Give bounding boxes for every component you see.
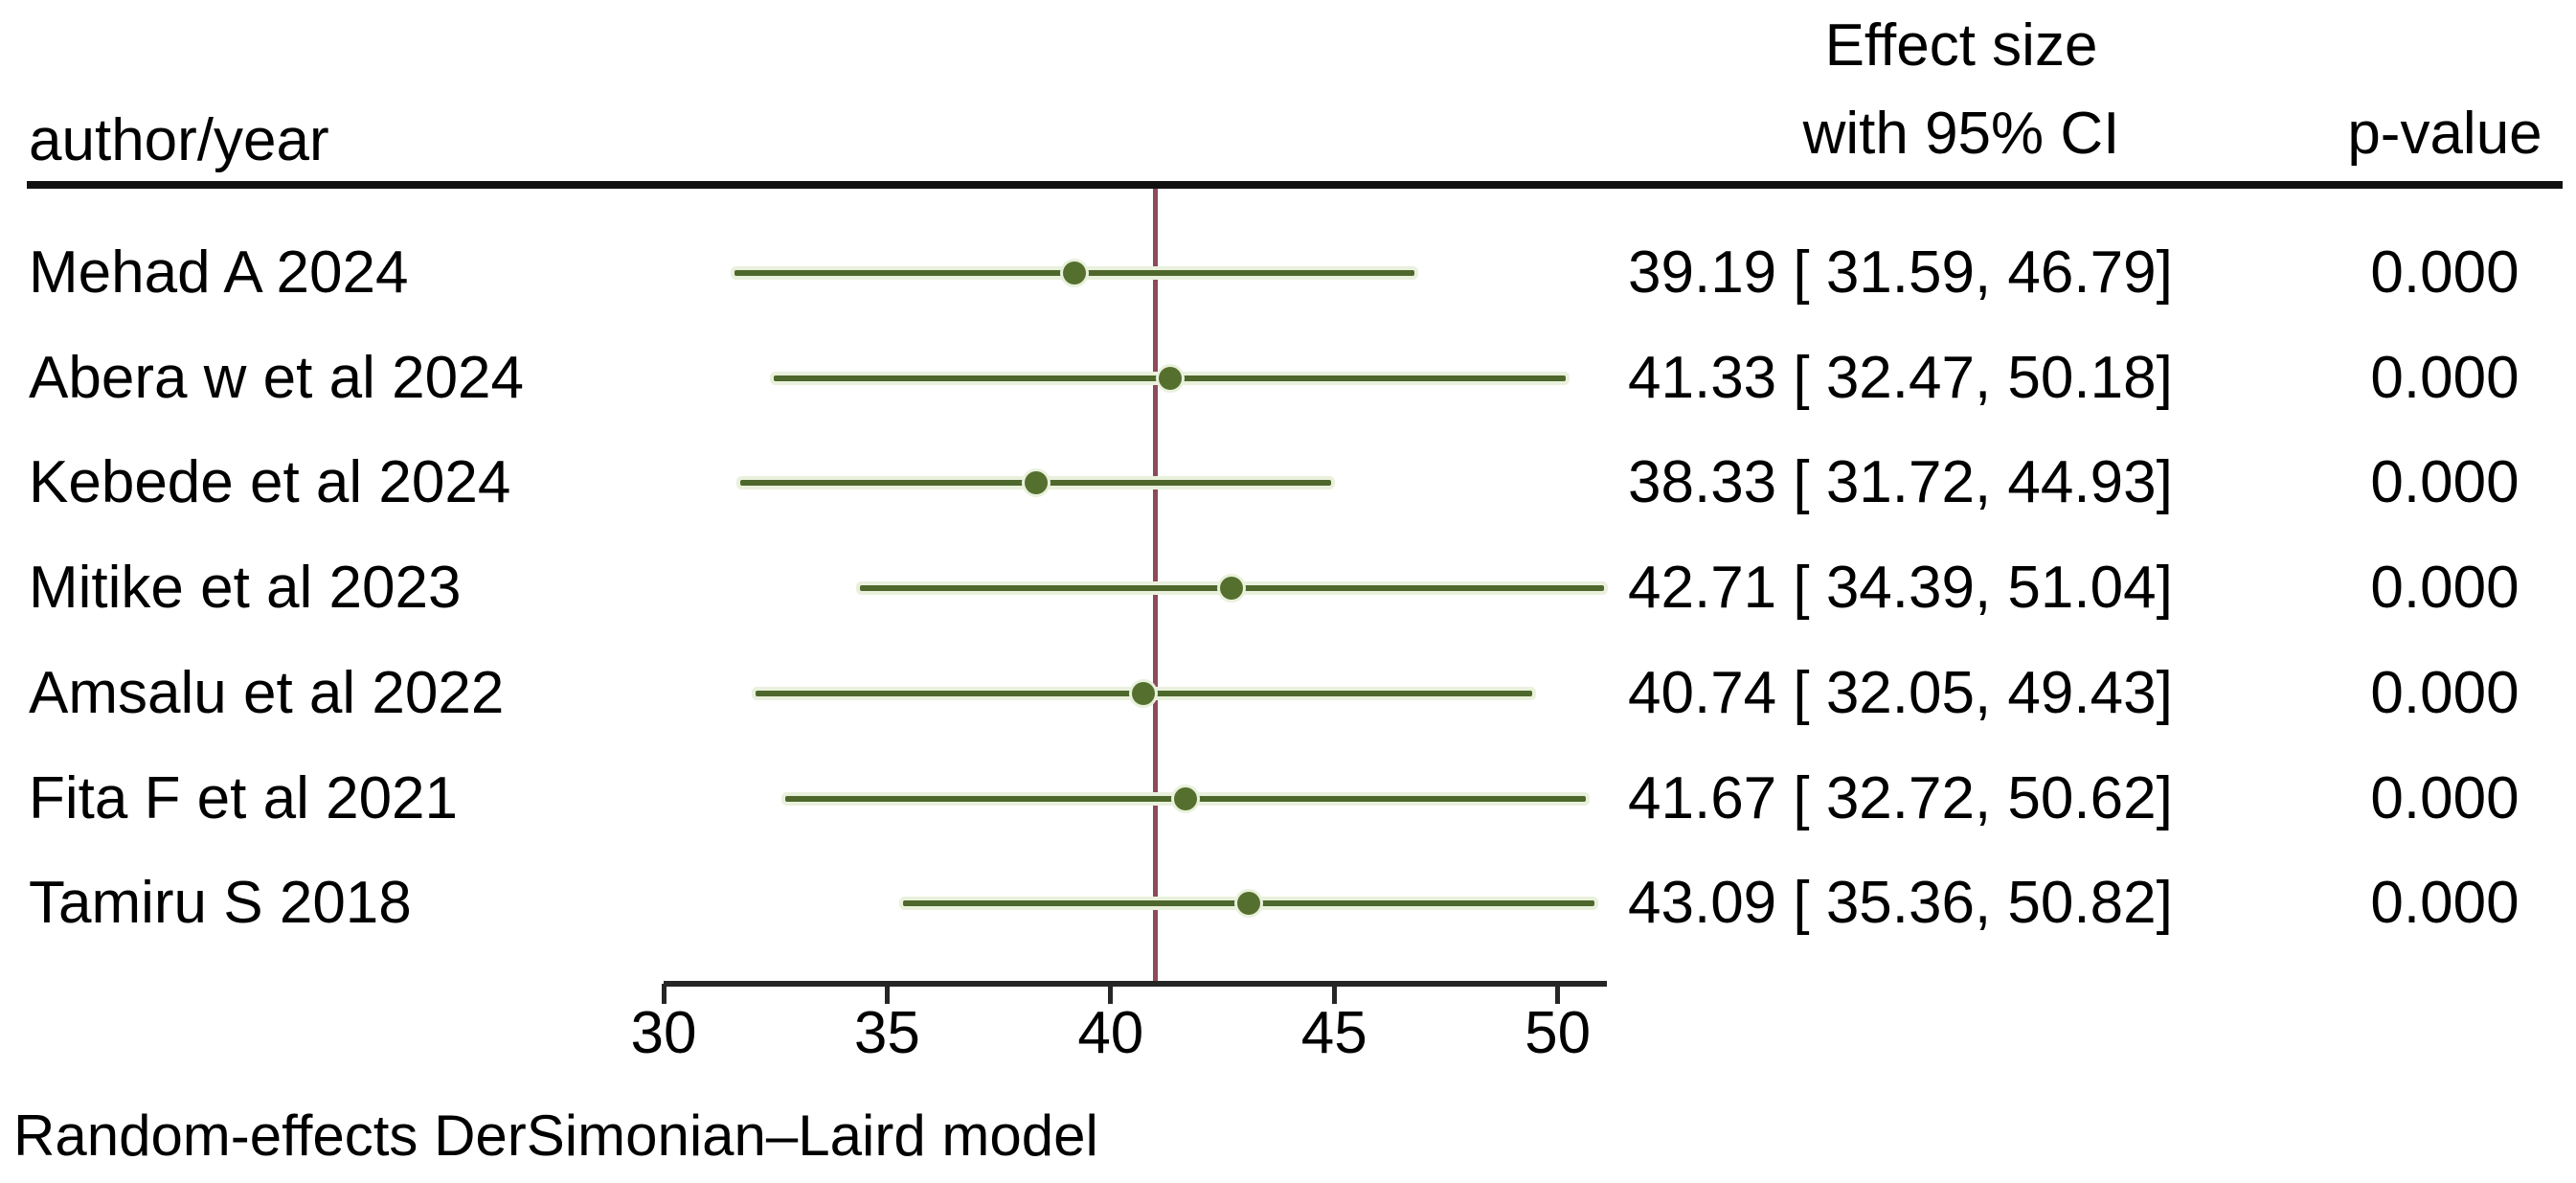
header-rule (27, 181, 2563, 189)
study-label: Amsalu et al 2022 (29, 659, 505, 726)
point-estimate-marker (1237, 892, 1261, 916)
x-axis-line (664, 981, 1607, 987)
p-value: 0.000 (2370, 555, 2520, 622)
effect-size-value: 41.33 [ 32.47, 50.18] (1628, 344, 2173, 411)
effect-size-value: 38.33 [ 31.72, 44.93] (1628, 449, 2173, 516)
study-label: Mitike et al 2023 (29, 555, 462, 622)
effect-size-value: 43.09 [ 35.36, 50.82] (1628, 870, 2173, 937)
x-axis-tick-label: 30 (630, 1000, 697, 1066)
effect-size-value: 41.67 [ 32.72, 50.62] (1628, 764, 2173, 831)
p-value: 0.000 (2370, 449, 2520, 516)
x-axis-tick-label: 40 (1077, 1000, 1144, 1066)
point-estimate-marker (1132, 681, 1156, 705)
study-label: Tamiru S 2018 (29, 870, 412, 937)
point-estimate-marker (1063, 262, 1086, 284)
study-label: Kebede et al 2024 (29, 449, 511, 516)
effect-size-value: 40.74 [ 32.05, 49.43] (1628, 659, 2173, 726)
x-axis-tick (1555, 984, 1561, 1004)
x-axis-tick-label: 35 (853, 1000, 920, 1066)
p-value: 0.000 (2370, 870, 2520, 937)
x-axis-tick (884, 984, 890, 1004)
p-value: 0.000 (2370, 344, 2520, 411)
x-axis-tick-label: 50 (1525, 1000, 1592, 1066)
p-value: 0.000 (2370, 239, 2520, 306)
column-header-effect-line2: with 95% CI (1802, 101, 2120, 167)
x-axis-tick (1108, 984, 1114, 1004)
x-axis-tick (661, 984, 667, 1004)
study-label: Abera w et al 2024 (29, 344, 525, 411)
p-value: 0.000 (2370, 659, 2520, 726)
p-value: 0.000 (2370, 764, 2520, 831)
point-estimate-marker (1024, 471, 1048, 495)
study-label: Fita F et al 2021 (29, 764, 459, 831)
point-estimate-marker (1158, 366, 1182, 390)
column-header-effect-line1: Effect size (1824, 12, 2098, 79)
effect-size-value: 42.71 [ 34.39, 51.04] (1628, 555, 2173, 622)
x-axis-tick-label: 45 (1300, 1000, 1367, 1066)
column-header-pvalue: p-value (2347, 101, 2542, 167)
point-estimate-marker (1173, 786, 1197, 810)
column-header-author: author/year (29, 107, 329, 173)
effect-size-value: 39.19 [ 31.59, 46.79] (1628, 239, 2173, 306)
model-note: Random-effects DerSimonian–Laird model (13, 1103, 1098, 1168)
study-label: Mehad A 2024 (29, 239, 409, 306)
point-estimate-marker (1220, 577, 1244, 601)
x-axis-tick (1331, 984, 1337, 1004)
